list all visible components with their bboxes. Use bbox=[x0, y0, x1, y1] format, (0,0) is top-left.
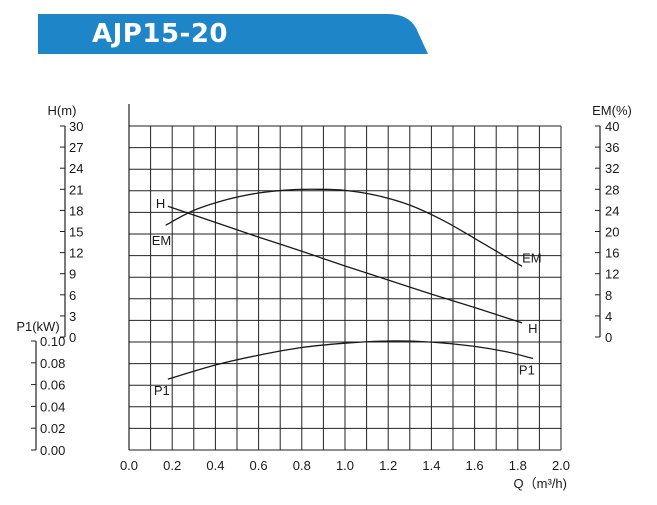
axes bbox=[31, 125, 601, 451]
em-tick-label: 40 bbox=[605, 119, 619, 134]
em-curve bbox=[165, 188, 523, 267]
h-tick-label: 30 bbox=[69, 119, 83, 134]
x-tick-label: 0.0 bbox=[120, 458, 138, 473]
p1-label-end: P1 bbox=[519, 362, 535, 377]
p1-tick-label: 0.08 bbox=[40, 356, 65, 371]
x-tick-label: 0.8 bbox=[293, 458, 311, 473]
h-tick-label: 15 bbox=[69, 225, 83, 240]
x-tick-label: 0.4 bbox=[206, 458, 224, 473]
h-tick-label: 9 bbox=[69, 267, 76, 282]
p1-tick-label: 0.06 bbox=[40, 378, 65, 393]
h-tick-label: 24 bbox=[69, 161, 83, 176]
x-tick-label: 1.2 bbox=[379, 458, 397, 473]
page-title: AJP15-20 bbox=[92, 19, 229, 49]
h-tick-label: 3 bbox=[69, 309, 76, 324]
em-tick-label: 0 bbox=[605, 330, 612, 345]
x-tick-label: 0.6 bbox=[250, 458, 268, 473]
x-tick-label: 1.6 bbox=[466, 458, 484, 473]
h-tick-label: 0 bbox=[69, 330, 76, 345]
title-banner bbox=[38, 14, 428, 54]
em-label-end: EM bbox=[522, 250, 542, 265]
h-label-start: H bbox=[156, 196, 165, 211]
x-tick-label: 1.8 bbox=[509, 458, 527, 473]
em-tick-label: 12 bbox=[605, 267, 619, 282]
h-tick-label: 27 bbox=[69, 140, 83, 155]
x-axis-label: Q（m³/h) bbox=[514, 476, 567, 491]
em-tick-label: 16 bbox=[605, 246, 619, 261]
em-tick-label: 24 bbox=[605, 203, 619, 218]
h-tick-label: 12 bbox=[69, 246, 83, 261]
em-tick-label: 28 bbox=[605, 182, 619, 197]
h-curve bbox=[167, 205, 523, 324]
p1-tick-label: 0.00 bbox=[40, 443, 65, 458]
h-tick-label: 18 bbox=[69, 203, 83, 218]
p1-tick-label: 0.10 bbox=[40, 334, 65, 349]
x-tick-label: 0.2 bbox=[163, 458, 181, 473]
em-tick-label: 36 bbox=[605, 140, 619, 155]
em-label-start: EM bbox=[152, 233, 172, 248]
curves bbox=[165, 188, 534, 380]
em-tick-label: 20 bbox=[605, 225, 619, 240]
h-tick-label: 21 bbox=[69, 182, 83, 197]
h-tick-label: 6 bbox=[69, 288, 76, 303]
h-label-end: H bbox=[528, 321, 537, 336]
em-axis-label: EM(%) bbox=[592, 103, 632, 118]
p1-curve bbox=[167, 340, 534, 380]
p1-tick-label: 0.04 bbox=[40, 399, 65, 414]
p1-label-start: P1 bbox=[154, 383, 170, 398]
em-tick-label: 8 bbox=[605, 288, 612, 303]
x-tick-label: 1.4 bbox=[422, 458, 440, 473]
em-tick-label: 32 bbox=[605, 161, 619, 176]
p1-tick-label: 0.02 bbox=[40, 421, 65, 436]
h-axis-label: H(m) bbox=[48, 103, 77, 118]
grid bbox=[128, 104, 562, 451]
em-tick-label: 4 bbox=[605, 309, 612, 324]
p1-axis-label: P1(kW) bbox=[16, 319, 59, 334]
labels: 0.0 0.2 0.4 0.6 0.8 1.0 1.2 1.4 1.6 1.8 2.0 Q（m³/h)… bbox=[16, 103, 632, 491]
x-tick-label: 2.0 bbox=[552, 458, 570, 473]
x-tick-label: 1.0 bbox=[336, 458, 354, 473]
